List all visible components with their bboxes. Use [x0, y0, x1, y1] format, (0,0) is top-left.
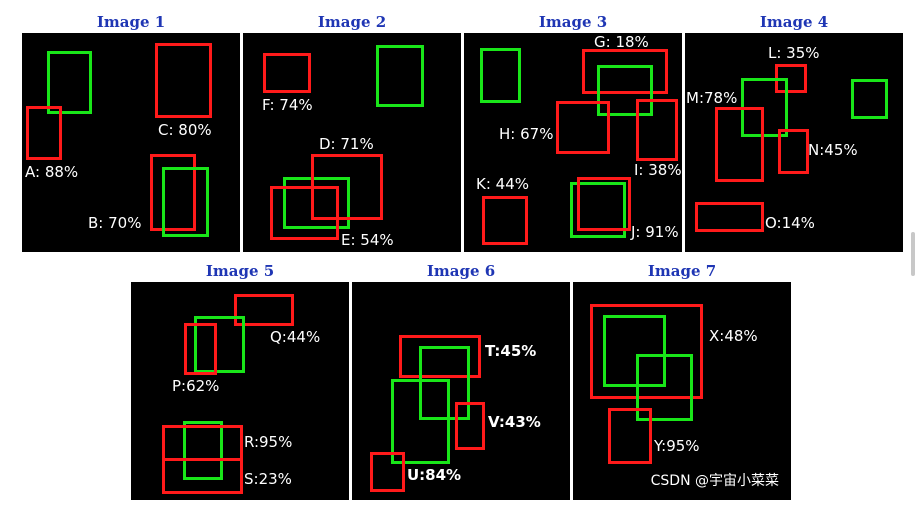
image-panel-1: C: 80% A: 88% B: 70% — [22, 33, 240, 252]
box-label: H: 67% — [499, 125, 554, 143]
image-panel-6: T:45% V:43% U:84% — [352, 282, 570, 500]
green-box — [194, 316, 245, 373]
panel-title: Image 4 — [759, 13, 829, 31]
green-box — [183, 421, 223, 480]
green-box — [283, 177, 350, 229]
panel-title: Image 7 — [647, 262, 717, 280]
green-box — [391, 379, 450, 464]
red-box — [155, 43, 212, 118]
panel-title: Image 5 — [205, 262, 275, 280]
green-box — [47, 51, 92, 114]
watermark: CSDN @宇宙小菜菜 — [650, 473, 779, 489]
green-box — [597, 65, 653, 116]
box-label: Q:44% — [270, 328, 321, 346]
red-box — [636, 99, 678, 161]
red-box — [370, 452, 405, 492]
green-box — [419, 346, 470, 420]
panel-title: Image 1 — [96, 13, 166, 31]
box-label: R:95% — [244, 433, 293, 451]
red-box — [590, 304, 703, 399]
red-box — [695, 202, 764, 232]
box-label: U:84% — [407, 466, 462, 484]
box-label: K: 44% — [476, 175, 529, 193]
box-label: O:14% — [765, 214, 815, 232]
green-box — [851, 79, 888, 119]
red-box — [162, 458, 243, 494]
box-label: L: 35% — [768, 44, 820, 62]
box-label: P:62% — [172, 377, 220, 395]
image-panel-5: Q:44% P:62% R:95% S:23% — [131, 282, 349, 500]
box-label: I: 38% — [634, 161, 682, 179]
red-box — [778, 129, 809, 174]
red-box — [184, 323, 217, 375]
box-label: N:45% — [808, 141, 858, 159]
red-box — [270, 186, 339, 240]
green-box — [570, 182, 626, 238]
box-label: J: 91% — [631, 223, 679, 241]
box-label: C: 80% — [158, 121, 212, 139]
red-box — [150, 154, 196, 231]
panel-title: Image 6 — [426, 262, 496, 280]
red-box — [455, 402, 485, 450]
box-label: D: 71% — [319, 135, 374, 153]
box-label: G: 18% — [594, 33, 649, 51]
red-box — [399, 335, 481, 378]
image-panel-4: L: 35% M:78% N:45% O:14% — [685, 33, 903, 252]
box-label: V:43% — [488, 413, 541, 431]
scrollbar-thumb[interactable] — [911, 232, 915, 276]
image-panel-2: F: 74% D: 71% E: 54% — [243, 33, 461, 252]
image-panel-3: G: 18% H: 67% I: 38% K: 44% J: 91% — [464, 33, 682, 252]
image-panel-7: X:48% Y:95% CSDN @宇宙小菜菜 — [573, 282, 791, 500]
green-box — [480, 48, 521, 103]
box-label: A: 88% — [25, 163, 79, 181]
red-box — [556, 101, 610, 154]
box-label: Y:95% — [654, 437, 700, 455]
box-label: F: 74% — [262, 96, 313, 114]
red-box — [234, 294, 294, 326]
green-box — [376, 45, 424, 107]
red-box — [263, 53, 311, 93]
red-box — [26, 106, 62, 160]
red-box — [582, 49, 668, 94]
box-label: S:23% — [244, 470, 292, 488]
panel-title: Image 2 — [317, 13, 387, 31]
red-box — [482, 196, 528, 245]
red-box — [608, 408, 652, 464]
red-box — [715, 107, 764, 182]
box-label: M:78% — [686, 89, 738, 107]
box-label: T:45% — [485, 342, 537, 360]
red-box — [577, 177, 631, 231]
box-label: E: 54% — [341, 231, 394, 249]
green-box — [636, 354, 693, 421]
green-box — [162, 167, 209, 237]
red-box — [162, 425, 243, 461]
box-label: X:48% — [709, 327, 758, 345]
box-label: B: 70% — [88, 214, 142, 232]
panel-title: Image 3 — [538, 13, 608, 31]
green-box — [603, 315, 666, 387]
